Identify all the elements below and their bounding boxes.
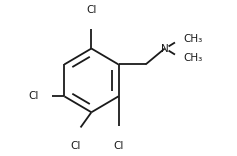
Text: Cl: Cl xyxy=(70,141,81,151)
Text: Cl: Cl xyxy=(86,5,97,15)
Text: N: N xyxy=(161,44,169,54)
Text: CH₃: CH₃ xyxy=(184,34,203,44)
Text: Cl: Cl xyxy=(28,91,39,101)
Text: Cl: Cl xyxy=(113,141,124,151)
Text: CH₃: CH₃ xyxy=(184,53,203,63)
